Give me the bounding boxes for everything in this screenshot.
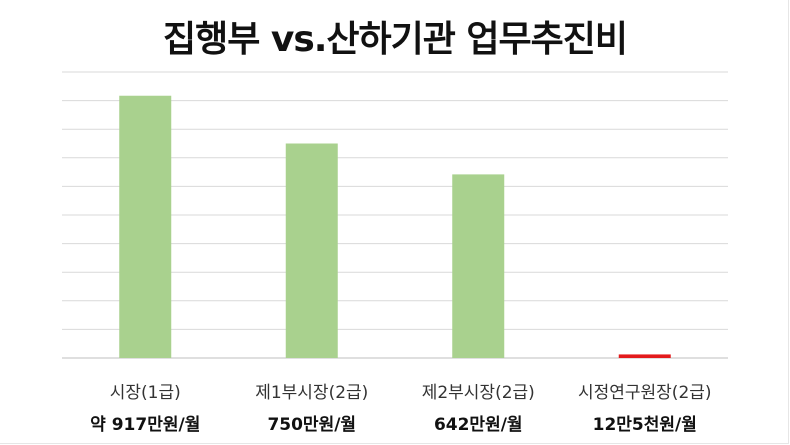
value-label: 약 917만원/월 <box>90 414 200 435</box>
category-label: 시정연구원장(2급) <box>578 383 712 403</box>
category-label: 제1부시장(2급) <box>255 383 368 403</box>
bar-2 <box>285 143 338 358</box>
chart-title: 집행부 vs.산하기관 업무추진비 <box>162 19 628 60</box>
bar-1 <box>119 95 172 358</box>
value-label: 642만원/월 <box>434 415 523 435</box>
value-label: 12만5천원/월 <box>593 415 697 435</box>
bar-3 <box>452 174 505 358</box>
value-label: 750만원/월 <box>267 415 356 435</box>
category-label: 제2부시장(2급) <box>422 383 535 403</box>
bar-4 <box>618 354 671 358</box>
category-label: 시장(1급) <box>110 383 181 403</box>
